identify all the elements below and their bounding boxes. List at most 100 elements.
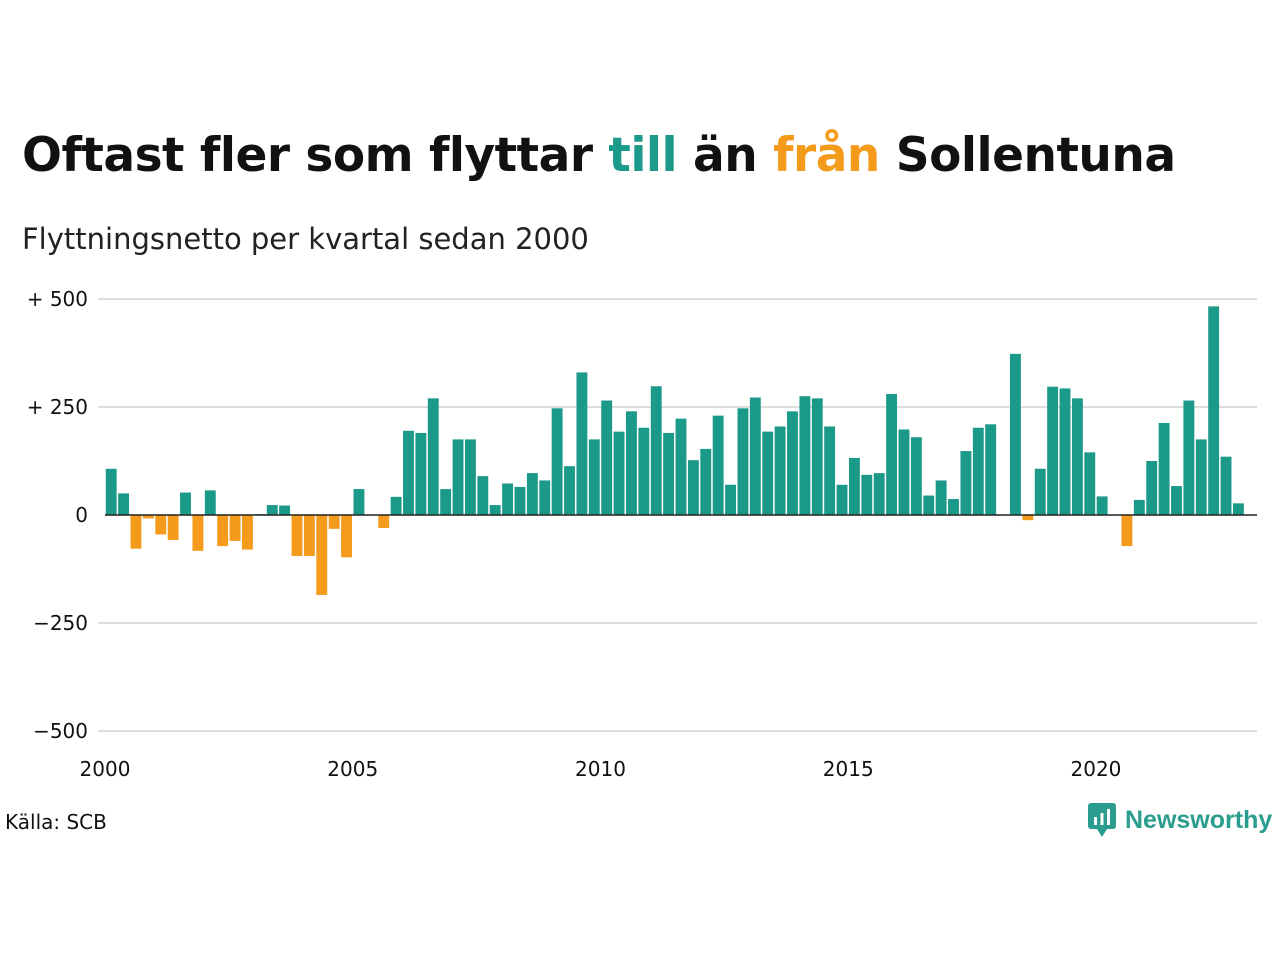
bar bbox=[687, 460, 699, 515]
bar bbox=[910, 437, 922, 515]
bar bbox=[328, 515, 340, 529]
bar bbox=[105, 468, 117, 515]
bar bbox=[725, 484, 736, 515]
bar bbox=[564, 466, 575, 515]
bar bbox=[898, 429, 910, 515]
brand-logo: Newsworthy bbox=[1087, 802, 1272, 838]
bar bbox=[180, 492, 191, 515]
bar bbox=[749, 397, 761, 515]
source-note: Källa: SCB bbox=[5, 810, 107, 834]
bar bbox=[1034, 468, 1046, 515]
bar bbox=[303, 515, 315, 557]
bar bbox=[861, 474, 873, 515]
bar bbox=[811, 398, 823, 515]
bar bbox=[935, 480, 947, 515]
bar bbox=[626, 411, 637, 515]
title-part1: Oftast fler som flyttar bbox=[22, 128, 609, 183]
bar bbox=[167, 515, 179, 541]
bar bbox=[440, 489, 452, 515]
bar bbox=[1022, 515, 1034, 521]
bar bbox=[824, 426, 836, 515]
bars bbox=[105, 306, 1244, 595]
bar bbox=[638, 427, 650, 515]
bar bbox=[799, 396, 811, 515]
bar bbox=[526, 473, 538, 515]
bar bbox=[886, 394, 898, 515]
bar bbox=[836, 484, 848, 515]
bar bbox=[972, 427, 984, 515]
bar bbox=[1071, 398, 1083, 515]
y-tick-label: 0 bbox=[75, 503, 88, 527]
bar bbox=[192, 515, 204, 551]
bar bbox=[613, 431, 625, 515]
bar bbox=[1059, 388, 1071, 515]
bar bbox=[353, 489, 365, 515]
bar bbox=[663, 432, 675, 515]
bar bbox=[1208, 306, 1220, 515]
bar bbox=[1183, 400, 1195, 515]
bar bbox=[477, 476, 489, 515]
bar bbox=[229, 515, 241, 541]
bar bbox=[427, 398, 439, 515]
bar bbox=[316, 515, 328, 595]
y-tick-labels: + 500 + 250 0 −250 −500 bbox=[27, 287, 88, 743]
bar bbox=[403, 430, 414, 515]
bar-chart: + 500 + 250 0 −250 −500 2000 2005 2010 2015 2020 bbox=[27, 287, 1257, 781]
bar bbox=[774, 426, 786, 515]
y-tick-label: + 250 bbox=[27, 395, 88, 419]
bar bbox=[1047, 386, 1059, 515]
title-part2: än bbox=[677, 128, 774, 183]
bar bbox=[848, 457, 860, 515]
bar bbox=[675, 418, 687, 515]
bar bbox=[489, 505, 501, 515]
bar bbox=[390, 496, 402, 515]
bar bbox=[1084, 452, 1096, 515]
bar bbox=[1171, 486, 1182, 515]
title-part3: Sollentuna bbox=[879, 128, 1176, 183]
bar bbox=[204, 490, 216, 515]
bar bbox=[217, 515, 229, 547]
bar bbox=[266, 505, 278, 515]
bar bbox=[737, 408, 749, 515]
chart-subtitle: Flyttningsnetto per kvartal sedan 2000 bbox=[22, 222, 589, 256]
bar bbox=[1133, 499, 1145, 515]
bar bbox=[601, 400, 613, 515]
bar bbox=[1010, 353, 1021, 515]
bar bbox=[700, 448, 712, 515]
bar bbox=[762, 431, 774, 515]
bar bbox=[576, 372, 588, 515]
bar bbox=[787, 411, 798, 515]
bar bbox=[279, 505, 291, 515]
brand-name: Newsworthy bbox=[1125, 805, 1273, 834]
bar bbox=[1121, 515, 1133, 547]
bar bbox=[1220, 456, 1232, 515]
bar bbox=[142, 515, 154, 519]
y-tick-label: −250 bbox=[33, 611, 88, 635]
x-tick-label: 2010 bbox=[575, 757, 626, 781]
bar bbox=[1158, 422, 1170, 515]
bar bbox=[514, 486, 526, 515]
x-tick-label: 2015 bbox=[823, 757, 874, 781]
y-tick-label: + 500 bbox=[27, 287, 88, 311]
bar bbox=[1195, 439, 1207, 515]
bar bbox=[1232, 503, 1244, 515]
bar bbox=[960, 451, 972, 515]
bar bbox=[1146, 461, 1158, 515]
bar bbox=[539, 480, 551, 515]
bar bbox=[588, 439, 600, 515]
bar bbox=[650, 386, 662, 515]
bar bbox=[502, 483, 514, 515]
bar bbox=[985, 424, 997, 515]
title-fran: från bbox=[773, 128, 880, 183]
bar bbox=[291, 515, 303, 557]
grid-lines bbox=[98, 298, 1257, 732]
bar bbox=[551, 408, 563, 515]
bar bbox=[155, 515, 167, 535]
x-tick-label: 2020 bbox=[1071, 757, 1122, 781]
x-tick-labels: 2000 2005 2010 2015 2020 bbox=[80, 757, 1122, 781]
bar bbox=[464, 439, 476, 515]
bar bbox=[118, 493, 130, 515]
bar bbox=[873, 473, 885, 515]
bar bbox=[130, 515, 142, 549]
bar bbox=[242, 515, 253, 550]
